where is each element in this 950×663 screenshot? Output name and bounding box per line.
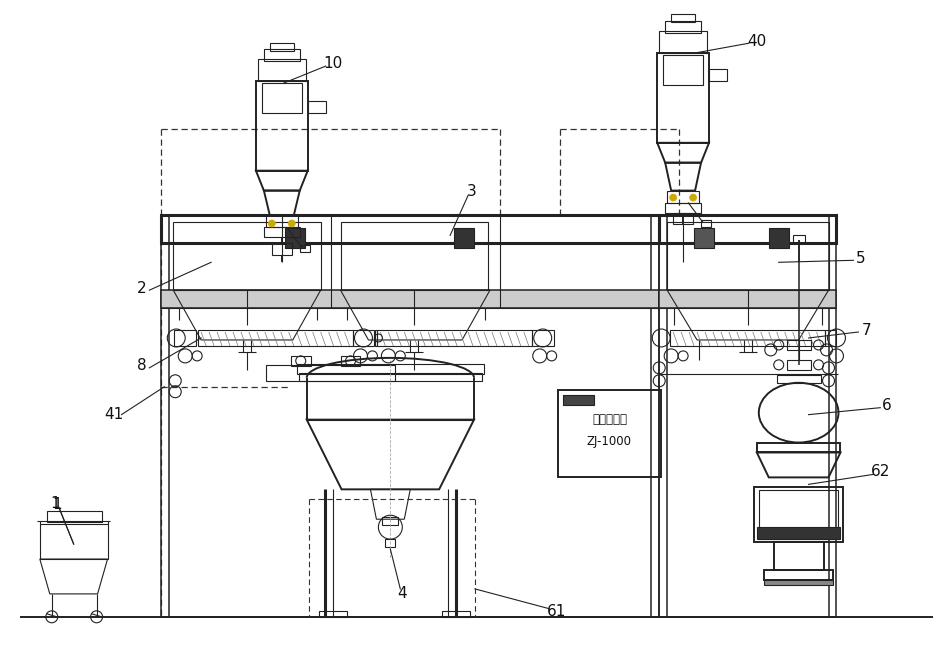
Text: 机械融合机: 机械融合机 bbox=[592, 413, 627, 426]
Bar bbox=[787, 360, 810, 370]
Bar bbox=[787, 340, 810, 350]
Text: 41: 41 bbox=[104, 407, 124, 422]
Bar bbox=[657, 53, 709, 143]
Bar bbox=[383, 517, 398, 525]
Bar bbox=[340, 356, 360, 366]
Bar bbox=[652, 215, 659, 617]
Bar bbox=[257, 59, 306, 81]
Bar bbox=[375, 330, 377, 346]
Circle shape bbox=[690, 194, 696, 201]
Text: 5: 5 bbox=[856, 251, 865, 266]
Bar bbox=[300, 245, 310, 253]
Text: 6: 6 bbox=[882, 398, 891, 413]
Bar bbox=[663, 55, 703, 85]
Bar bbox=[264, 227, 300, 237]
Bar bbox=[174, 330, 196, 346]
Bar bbox=[40, 524, 107, 559]
Bar bbox=[757, 442, 841, 452]
Bar bbox=[665, 21, 701, 33]
Text: 1: 1 bbox=[52, 497, 62, 512]
Bar bbox=[777, 375, 821, 383]
Bar bbox=[291, 356, 311, 366]
Bar bbox=[773, 542, 824, 570]
Bar bbox=[256, 81, 308, 170]
Bar bbox=[709, 69, 727, 81]
Bar bbox=[754, 487, 844, 542]
Bar bbox=[296, 364, 484, 374]
Bar bbox=[667, 223, 828, 290]
Text: 62: 62 bbox=[870, 464, 890, 479]
Text: 8: 8 bbox=[137, 359, 146, 373]
Bar bbox=[759, 491, 839, 539]
Bar bbox=[532, 330, 554, 346]
Bar bbox=[659, 215, 837, 243]
Bar bbox=[757, 527, 841, 539]
Text: 61: 61 bbox=[547, 604, 566, 619]
Bar bbox=[386, 539, 395, 547]
Bar bbox=[659, 215, 667, 617]
Bar bbox=[674, 213, 694, 225]
Bar bbox=[270, 43, 294, 51]
Bar bbox=[47, 511, 102, 522]
Bar bbox=[694, 229, 714, 249]
Bar bbox=[272, 243, 292, 255]
Text: 1: 1 bbox=[50, 496, 60, 511]
Circle shape bbox=[288, 220, 295, 227]
Bar bbox=[454, 229, 474, 249]
Bar bbox=[825, 330, 837, 346]
Bar bbox=[665, 202, 701, 213]
Bar bbox=[667, 190, 699, 202]
Bar bbox=[318, 611, 347, 617]
Bar bbox=[264, 49, 300, 61]
Bar bbox=[442, 611, 470, 617]
Bar bbox=[764, 570, 833, 580]
Bar bbox=[162, 215, 169, 617]
Bar bbox=[199, 330, 352, 346]
Bar bbox=[828, 215, 837, 617]
Bar bbox=[558, 390, 661, 477]
Bar bbox=[173, 223, 321, 290]
Bar bbox=[162, 290, 659, 308]
Bar bbox=[670, 330, 825, 346]
Text: 40: 40 bbox=[748, 34, 767, 48]
Bar bbox=[266, 215, 297, 227]
Bar bbox=[298, 373, 482, 381]
Text: 2: 2 bbox=[137, 280, 146, 296]
Bar bbox=[377, 330, 532, 346]
Text: ZJ-1000: ZJ-1000 bbox=[587, 435, 632, 448]
Bar bbox=[266, 365, 395, 381]
Bar bbox=[764, 580, 833, 585]
Text: 4: 4 bbox=[397, 586, 408, 601]
Bar bbox=[769, 229, 788, 249]
Text: 7: 7 bbox=[862, 322, 871, 337]
Bar bbox=[340, 223, 488, 290]
Bar bbox=[352, 330, 374, 346]
Text: 10: 10 bbox=[323, 56, 342, 71]
Bar bbox=[671, 15, 695, 23]
Bar bbox=[792, 235, 805, 243]
Bar bbox=[659, 31, 707, 53]
Bar bbox=[701, 221, 711, 227]
Bar bbox=[308, 101, 326, 113]
Bar bbox=[659, 290, 837, 308]
Text: 3: 3 bbox=[467, 184, 477, 199]
Bar bbox=[562, 394, 595, 404]
Circle shape bbox=[670, 194, 676, 201]
Bar bbox=[162, 215, 659, 243]
Bar bbox=[262, 83, 302, 113]
Circle shape bbox=[268, 220, 276, 227]
Bar bbox=[285, 229, 305, 249]
